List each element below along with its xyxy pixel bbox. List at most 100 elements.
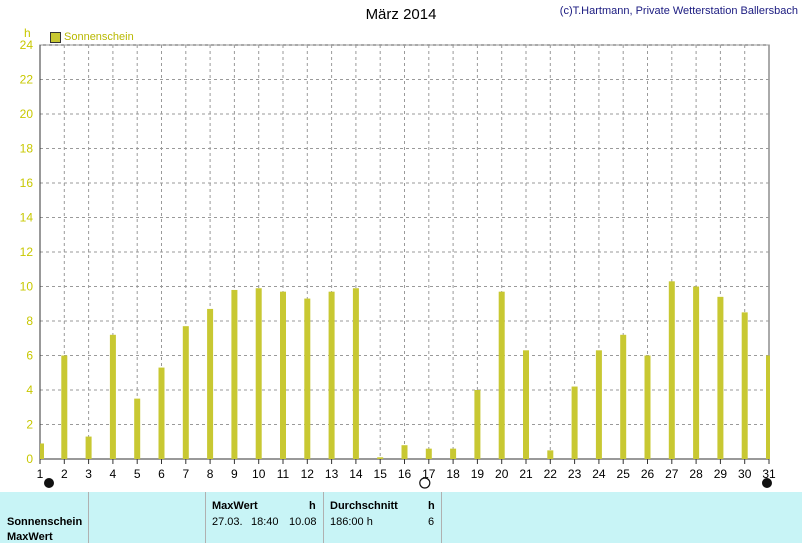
y-tick-label: 16 [20, 176, 34, 190]
x-tick-label: 2 [61, 467, 68, 481]
bar [741, 312, 748, 459]
y-tick-label: 0 [26, 452, 33, 466]
y-tick-label: 20 [20, 107, 34, 121]
bar [693, 286, 700, 459]
y-tick-label: 2 [26, 418, 33, 432]
bar [109, 334, 116, 459]
bar [766, 355, 770, 459]
x-tick-label: 5 [134, 467, 141, 481]
bar [85, 436, 92, 459]
bar [280, 291, 286, 459]
bar [352, 288, 359, 459]
bar [571, 386, 578, 459]
x-tick-label: 23 [568, 467, 582, 481]
x-tick-label: 3 [85, 467, 92, 481]
x-tick-label: 16 [398, 467, 412, 481]
x-tick-label: 27 [665, 467, 679, 481]
maxwert-date: 27.03. [212, 516, 243, 528]
bar [547, 450, 554, 459]
durchschnitt-unit: h [428, 500, 435, 512]
x-tick-label: 15 [374, 467, 388, 481]
x-tick-label: 13 [325, 467, 339, 481]
bar [207, 308, 214, 459]
x-tick-label: 1 [37, 467, 44, 481]
y-tick-label: 8 [26, 314, 33, 328]
maxwert-unit: h [309, 500, 316, 512]
bar [450, 448, 457, 459]
x-tick-label: 21 [519, 467, 533, 481]
maxwert-header: MaxWert [212, 500, 258, 512]
row-label-maxwert: MaxWert [7, 531, 53, 543]
durchschnitt-total: 186:00 h [330, 516, 373, 528]
bar [474, 390, 481, 459]
x-tick-label: 8 [207, 467, 214, 481]
column-divider [88, 492, 89, 543]
chart-title: März 2014 [365, 6, 437, 23]
bar [523, 350, 529, 459]
y-tick-label: 10 [20, 280, 34, 294]
durchschnitt-value: 6 [428, 516, 435, 528]
bar [231, 289, 238, 459]
row-label-sonnenschein: Sonnenschein [7, 516, 83, 528]
x-tick-label: 7 [182, 467, 189, 481]
y-axis-unit: h [24, 26, 31, 40]
x-tick-label: 26 [641, 467, 655, 481]
x-tick-label: 10 [252, 467, 266, 481]
full-moon-icon [44, 478, 54, 488]
x-tick-label: 25 [617, 467, 631, 481]
bar [61, 355, 68, 459]
maxwert-value: 10.08 [289, 516, 317, 528]
x-tick-label: 18 [446, 467, 460, 481]
maxwert-time: 18:40 [251, 516, 279, 528]
summary-table: Sonnenschein MaxWert MaxWert h 27.03. 18… [0, 492, 802, 543]
bar [498, 291, 505, 459]
y-tick-label: 12 [20, 245, 34, 259]
bar [40, 443, 44, 459]
bar [255, 288, 262, 459]
legend-label: Sonnenschein [64, 31, 134, 43]
x-tick-label: 12 [301, 467, 315, 481]
bar [668, 281, 675, 459]
bar [182, 326, 189, 459]
bar [377, 457, 384, 459]
x-tick-label: 11 [277, 467, 290, 481]
x-tick-label: 9 [231, 467, 238, 481]
bar [717, 296, 724, 459]
x-tick-label: 20 [495, 467, 509, 481]
durchschnitt-header: Durchschnitt [330, 500, 398, 512]
x-tick-label: 24 [592, 467, 606, 481]
y-tick-label: 14 [20, 211, 34, 225]
bar [425, 448, 432, 459]
y-tick-label: 24 [20, 38, 34, 52]
column-divider [441, 492, 442, 543]
bar [158, 367, 165, 459]
y-tick-label: 6 [26, 349, 33, 363]
x-tick-label: 19 [471, 467, 485, 481]
x-tick-label: 4 [110, 467, 117, 481]
bar [644, 355, 651, 459]
x-tick-label: 28 [689, 467, 703, 481]
copyright-notice: (c)T.Hartmann, Private Wetterstation Bal… [559, 5, 798, 17]
new-moon-icon [419, 477, 431, 489]
legend: Sonnenschein [50, 31, 134, 43]
x-tick-label: 14 [349, 467, 363, 481]
y-tick-label: 18 [20, 142, 34, 156]
x-tick-label: 31 [762, 467, 776, 481]
bar [134, 398, 141, 459]
bar [595, 350, 602, 459]
column-divider [205, 492, 206, 543]
bar [304, 298, 311, 459]
legend-swatch [50, 31, 61, 43]
column-divider [323, 492, 324, 543]
bar [620, 334, 627, 459]
x-tick-label: 6 [158, 467, 165, 481]
full-moon-icon [762, 478, 772, 488]
y-tick-label: 22 [20, 73, 34, 87]
x-tick-label: 22 [544, 467, 558, 481]
bar [401, 445, 408, 459]
bar [328, 291, 335, 459]
x-tick-label: 29 [714, 467, 728, 481]
y-tick-label: 4 [26, 383, 33, 397]
x-tick-label: 30 [738, 467, 752, 481]
